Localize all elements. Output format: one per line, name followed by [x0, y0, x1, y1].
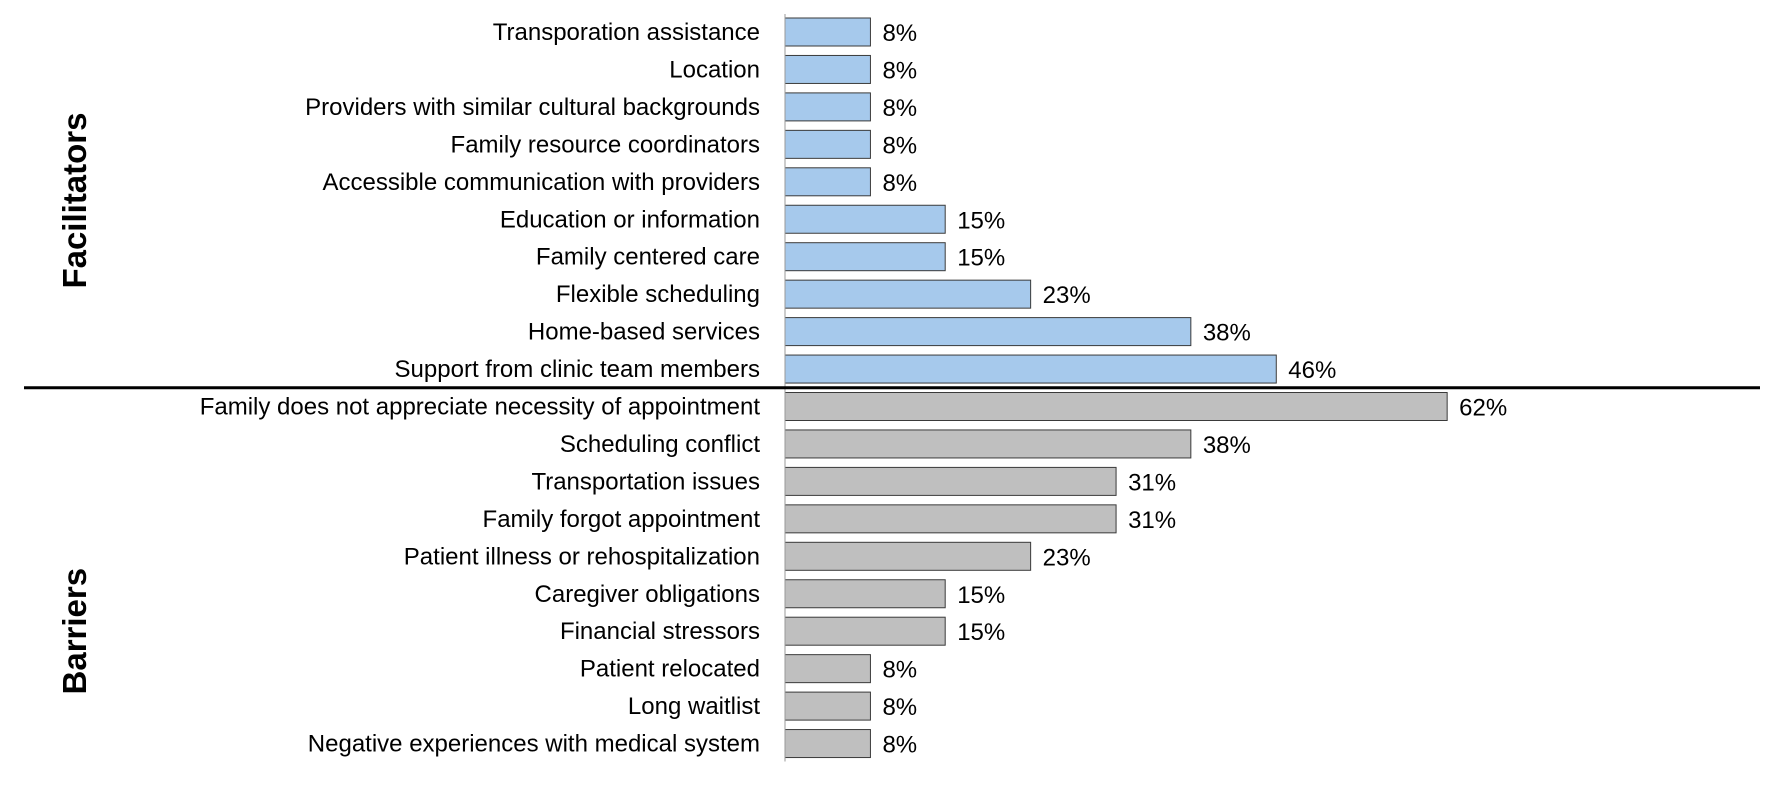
bar-home-based-services	[784, 317, 1192, 347]
value-label-transporation-assistance: 8%	[882, 20, 917, 47]
bar-support-from-clinic-team-members	[784, 354, 1277, 384]
bar-negative-experiences-with-medical-system	[784, 729, 871, 759]
value-label-providers-with-similar-cultural-backgrounds: 8%	[882, 95, 917, 122]
value-label-family-does-not-appreciate-necessity-of-appointment: 62%	[1459, 395, 1507, 422]
bar-transporation-assistance	[784, 17, 871, 47]
group-label-facilitators: Facilitators	[56, 112, 93, 288]
category-label-caregiver-obligations: Caregiver obligations	[535, 581, 760, 608]
category-label-accessible-communication-with-providers: Accessible communication with providers	[322, 169, 760, 196]
bar-education-or-information	[784, 204, 946, 234]
value-label-negative-experiences-with-medical-system: 8%	[882, 732, 917, 759]
category-label-transporation-assistance: Transporation assistance	[493, 19, 760, 46]
category-label-transportation-issues: Transportation issues	[531, 468, 760, 495]
bar-family-does-not-appreciate-necessity-of-appointment	[784, 392, 1448, 421]
bar-flexible-scheduling	[784, 279, 1032, 309]
value-label-patient-relocated: 8%	[882, 657, 917, 684]
value-label-education-or-information: 15%	[957, 207, 1005, 234]
value-label-family-resource-coordinators: 8%	[882, 132, 917, 159]
bar-family-forgot-appointment	[784, 504, 1117, 534]
value-label-financial-stressors: 15%	[957, 619, 1005, 646]
bar-transportation-issues	[784, 466, 1117, 496]
bar-patient-relocated	[784, 654, 871, 684]
bar-accessible-communication-with-providers	[784, 167, 871, 197]
value-label-home-based-services: 38%	[1203, 320, 1251, 347]
bar-caregiver-obligations	[784, 579, 946, 609]
value-label-transportation-issues: 31%	[1128, 469, 1176, 496]
category-label-negative-experiences-with-medical-system: Negative experiences with medical system	[308, 731, 760, 758]
value-label-flexible-scheduling: 23%	[1043, 282, 1091, 309]
bar-scheduling-conflict	[784, 429, 1192, 459]
category-label-financial-stressors: Financial stressors	[560, 618, 760, 645]
category-label-providers-with-similar-cultural-backgrounds: Providers with similar cultural backgrou…	[305, 94, 760, 121]
category-label-home-based-services: Home-based services	[528, 319, 760, 346]
bars-layer	[784, 17, 1448, 759]
group-label-barriers: Barriers	[56, 568, 93, 695]
category-label-flexible-scheduling: Flexible scheduling	[556, 281, 760, 308]
value-label-caregiver-obligations: 15%	[957, 582, 1005, 609]
category-label-long-waitlist: Long waitlist	[628, 693, 760, 720]
bar-family-centered-care	[784, 242, 946, 272]
labels-layer: Transporation assistance 8% Location 8% Prov…	[200, 19, 1508, 759]
bar-location	[784, 54, 871, 84]
category-label-family-forgot-appointment: Family forgot appointment	[483, 506, 761, 533]
value-label-location: 8%	[882, 57, 917, 84]
category-label-family-centered-care: Family centered care	[536, 244, 760, 271]
value-label-long-waitlist: 8%	[882, 694, 917, 721]
category-label-patient-relocated: Patient relocated	[580, 656, 760, 683]
bar-providers-with-similar-cultural-backgrounds	[784, 92, 871, 122]
value-label-patient-illness-or-rehospitalization: 23%	[1043, 544, 1091, 571]
value-label-family-forgot-appointment: 31%	[1128, 507, 1176, 534]
bar-financial-stressors	[784, 616, 946, 646]
category-label-support-from-clinic-team-members: Support from clinic team members	[395, 356, 760, 383]
category-label-family-does-not-appreciate-necessity-of-appointment: Family does not appreciate necessity of …	[200, 394, 761, 421]
category-label-family-resource-coordinators: Family resource coordinators	[451, 131, 760, 158]
category-label-education-or-information: Education or information	[500, 206, 760, 233]
value-label-family-centered-care: 15%	[957, 245, 1005, 272]
value-label-scheduling-conflict: 38%	[1203, 432, 1251, 459]
bar-long-waitlist	[784, 691, 871, 721]
category-label-patient-illness-or-rehospitalization: Patient illness or rehospitalization	[404, 543, 760, 570]
value-label-accessible-communication-with-providers: 8%	[882, 170, 917, 197]
category-label-scheduling-conflict: Scheduling conflict	[560, 431, 760, 458]
value-label-support-from-clinic-team-members: 46%	[1288, 357, 1336, 384]
bar-patient-illness-or-rehospitalization	[784, 541, 1032, 571]
bar-family-resource-coordinators	[784, 129, 871, 159]
category-label-location: Location	[669, 56, 760, 83]
